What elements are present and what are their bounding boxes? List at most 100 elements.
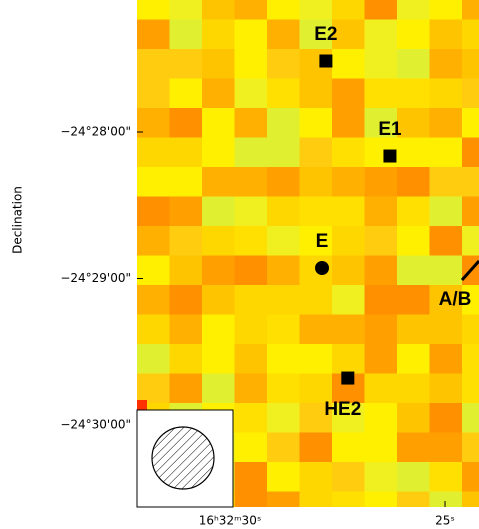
map-pixel: [332, 432, 365, 463]
map-pixel: [299, 314, 333, 345]
source-label: HE2: [324, 399, 361, 420]
map-pixel: [169, 19, 203, 50]
y-tick-label: −24°30'00": [60, 417, 131, 431]
map-pixel: [299, 196, 333, 227]
map-pixel: [429, 0, 463, 20]
map-pixel: [267, 255, 300, 286]
map-pixel: [364, 108, 398, 138]
map-pixel: [234, 137, 268, 168]
map-pixel: [267, 78, 300, 109]
map-pixel: [462, 167, 479, 197]
map-pixel: [267, 432, 300, 463]
map-pixel: [299, 462, 333, 492]
map-pixel: [202, 314, 235, 345]
map-pixel: [364, 226, 398, 256]
map-pixel: [267, 462, 300, 492]
map-pixel: [397, 196, 430, 227]
map-pixel: [397, 226, 430, 256]
map-pixel: [137, 0, 170, 20]
map-pixel: [202, 49, 235, 79]
map-pixel: [397, 19, 430, 50]
map-pixel: [234, 373, 268, 404]
map-pixel: [429, 19, 463, 50]
map-pixel: [169, 373, 203, 404]
map-pixel: [267, 196, 300, 227]
map-pixel: [267, 108, 300, 138]
map-pixel: [332, 255, 365, 286]
map-pixel: [137, 137, 170, 168]
map-pixel: [169, 0, 203, 20]
map-pixel: [267, 403, 300, 433]
map-image: [137, 0, 479, 507]
map-pixel: [332, 285, 365, 315]
map-pixel: [397, 344, 430, 374]
map-pixel: [137, 314, 170, 345]
map-pixel: [137, 196, 170, 227]
source-label: E1: [378, 119, 402, 140]
map-pixel: [267, 226, 300, 256]
map-pixel: [332, 0, 365, 20]
map-pixel: [267, 49, 300, 79]
map-pixel: [169, 137, 203, 168]
map-pixel: [397, 78, 430, 109]
map-pixel: [429, 314, 463, 345]
map-pixel: [169, 344, 203, 374]
map-pixel: [462, 137, 479, 168]
source-label: E2: [314, 24, 337, 45]
map-pixel: [137, 19, 170, 50]
source-marker: [341, 371, 355, 385]
map-pixel: [234, 491, 268, 507]
map-pixel: [202, 137, 235, 168]
map-pixel: [397, 314, 430, 345]
map-pixel: [202, 19, 235, 50]
map-pixel: [169, 314, 203, 345]
map-pixel: [137, 285, 170, 315]
map-pixel: [234, 285, 268, 315]
map-pixel: [462, 491, 479, 507]
map-pixel: [429, 462, 463, 492]
map-pixel: [169, 167, 203, 197]
map-pixel: [234, 226, 268, 256]
source-marker: [315, 261, 330, 276]
y-axis-label: Declination: [11, 186, 25, 254]
map-pixel: [234, 255, 268, 286]
map-pixel: [332, 49, 365, 79]
map-pixel: [364, 373, 398, 404]
map-pixel: [397, 491, 430, 507]
map-pixel: [364, 491, 398, 507]
map-pixel: [364, 78, 398, 109]
map-pixel: [462, 373, 479, 404]
map-pixel: [234, 167, 268, 197]
map-pixel: [397, 432, 430, 463]
map-pixel: [364, 403, 398, 433]
map-pixel: [267, 137, 300, 168]
map-pixel: [332, 78, 365, 109]
map-pixel: [202, 226, 235, 256]
map-pixel: [397, 462, 430, 492]
map-pixel: [137, 226, 170, 256]
x-tick-label: 16ʰ32ᵐ30ˢ: [199, 514, 262, 528]
map-pixel: [429, 167, 463, 197]
map-pixel: [332, 491, 365, 507]
map-pixel: [332, 403, 365, 433]
map-pixel: [169, 255, 203, 286]
map-pixel: [234, 344, 268, 374]
map-pixel: [364, 314, 398, 345]
map-pixel: [299, 137, 333, 168]
map-pixel: [299, 403, 333, 433]
map-pixel: [202, 344, 235, 374]
map-pixel: [462, 196, 479, 227]
map-pixel: [364, 462, 398, 492]
map-pixel: [462, 226, 479, 256]
map-pixel: [332, 462, 365, 492]
map-pixel: [364, 19, 398, 50]
map-pixel: [429, 78, 463, 109]
map-pixel: [397, 49, 430, 79]
map-pixel: [299, 344, 333, 374]
map-pixel: [299, 0, 333, 20]
map-pixel: [137, 108, 170, 138]
map-pixel: [462, 344, 479, 374]
map-pixel: [364, 196, 398, 227]
map-pixel: [202, 373, 235, 404]
map-pixel: [462, 19, 479, 50]
